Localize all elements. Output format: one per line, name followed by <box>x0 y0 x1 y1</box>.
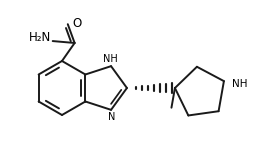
Text: NH: NH <box>103 54 117 64</box>
Text: O: O <box>73 17 82 30</box>
Text: N: N <box>108 112 116 122</box>
Text: NH: NH <box>232 79 247 89</box>
Text: H₂N: H₂N <box>29 30 51 44</box>
